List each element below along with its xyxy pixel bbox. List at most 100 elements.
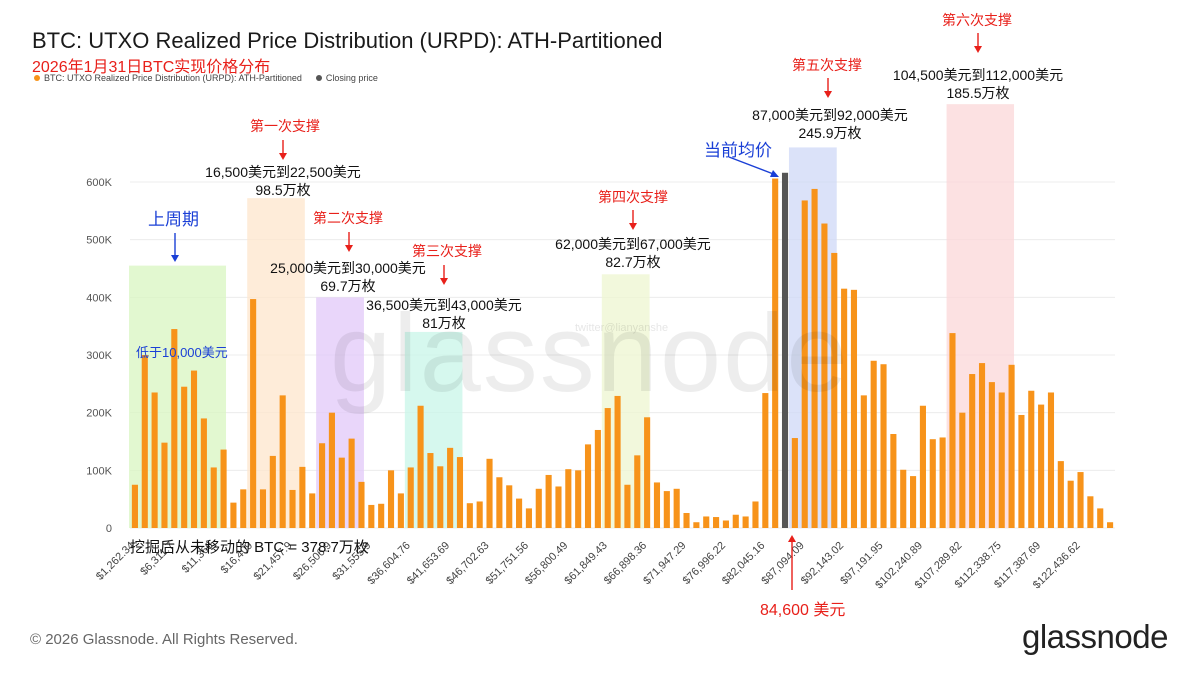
bar bbox=[1087, 496, 1094, 528]
bar bbox=[890, 434, 897, 528]
legend-item-urpd[interactable]: BTC: UTXO Realized Price Distribution (U… bbox=[34, 73, 302, 83]
arrowhead-previous-cycle bbox=[171, 255, 179, 262]
bar bbox=[841, 288, 848, 528]
glassnode-logo: glassnode bbox=[1022, 618, 1168, 655]
arrowhead-support2 bbox=[345, 245, 353, 252]
bar bbox=[151, 392, 158, 528]
support3-range: 36,500美元到43,000美元 bbox=[366, 297, 522, 313]
bar bbox=[988, 382, 995, 528]
bar bbox=[289, 489, 296, 528]
bar bbox=[240, 489, 247, 528]
y-tick-label: 600K bbox=[86, 177, 112, 189]
support1-title: 第一次支撑 bbox=[250, 118, 320, 134]
y-tick-label: 500K bbox=[86, 235, 112, 247]
bar bbox=[161, 442, 168, 528]
bar bbox=[555, 486, 562, 528]
y-axis: 0 100K 200K 300K 400K 500K 600K bbox=[86, 177, 112, 535]
arrowhead-closing-price bbox=[788, 535, 796, 542]
bar bbox=[722, 520, 729, 528]
legend-label-closing-price: Closing price bbox=[325, 73, 378, 83]
support2-title: 第二次支撑 bbox=[313, 210, 383, 226]
support2-range: 25,000美元到30,000美元 bbox=[270, 260, 426, 276]
bar bbox=[1018, 414, 1025, 528]
bar bbox=[141, 355, 148, 528]
bar bbox=[466, 503, 473, 528]
chart-title: BTC: UTXO Realized Price Distribution (U… bbox=[32, 28, 663, 53]
bar bbox=[535, 488, 542, 528]
bar bbox=[1047, 392, 1055, 528]
bar bbox=[742, 516, 749, 528]
bar bbox=[604, 408, 611, 528]
support5-title: 第五次支撑 bbox=[792, 57, 862, 73]
previous-cycle-label: 上周期 bbox=[148, 210, 199, 229]
support6-amount: 185.5万枚 bbox=[946, 85, 1010, 101]
bar bbox=[387, 470, 395, 528]
bar bbox=[525, 508, 532, 528]
bar bbox=[673, 488, 680, 528]
bar bbox=[624, 484, 631, 528]
bar bbox=[1067, 480, 1074, 528]
copyright: © 2026 Glassnode. All Rights Reserved. bbox=[30, 631, 298, 648]
arrowhead-support6 bbox=[974, 46, 982, 53]
bar bbox=[614, 395, 621, 528]
bar bbox=[929, 439, 936, 528]
bar bbox=[880, 364, 887, 528]
bar bbox=[713, 517, 720, 528]
bar bbox=[870, 360, 877, 528]
bar bbox=[900, 469, 907, 528]
arrow-current-avg bbox=[728, 156, 777, 176]
bar bbox=[919, 405, 926, 528]
bar bbox=[456, 457, 464, 528]
watermark-handle: twitter@lianyanshe bbox=[575, 322, 669, 334]
bar bbox=[978, 363, 986, 528]
bar bbox=[181, 386, 188, 528]
bar bbox=[437, 466, 444, 528]
bar bbox=[850, 289, 858, 528]
legend-item-closing-price[interactable]: Closing price bbox=[315, 73, 378, 83]
bar bbox=[397, 493, 404, 528]
bar bbox=[644, 417, 651, 528]
support1-range: 16,500美元到22,500美元 bbox=[205, 164, 361, 180]
bar bbox=[309, 493, 316, 528]
y-tick-label: 300K bbox=[86, 350, 112, 362]
bar bbox=[230, 502, 237, 528]
support4-title: 第四次支撑 bbox=[598, 189, 668, 205]
bar bbox=[496, 477, 503, 528]
support3-amount: 81万枚 bbox=[422, 315, 466, 331]
bars bbox=[131, 172, 1114, 529]
bar bbox=[171, 329, 178, 528]
bar bbox=[683, 513, 690, 528]
support3-title: 第三次支撑 bbox=[412, 243, 482, 259]
y-tick-label: 100K bbox=[86, 465, 112, 477]
bar bbox=[752, 501, 759, 528]
bar bbox=[565, 469, 572, 528]
arrowhead-support4 bbox=[629, 223, 637, 230]
bar bbox=[772, 178, 779, 529]
bar bbox=[910, 476, 917, 528]
bar bbox=[506, 485, 513, 528]
closing-price-bar bbox=[781, 172, 789, 529]
bar bbox=[338, 457, 345, 528]
bar bbox=[584, 444, 592, 528]
bar bbox=[486, 458, 493, 528]
bar bbox=[969, 374, 976, 528]
bar bbox=[328, 412, 335, 528]
bar bbox=[190, 370, 198, 528]
arrowhead-current-avg bbox=[770, 170, 779, 177]
bar bbox=[860, 395, 867, 528]
closing-price-label: 84,600 美元 bbox=[760, 602, 846, 619]
annotation-arrows bbox=[171, 33, 982, 590]
bar bbox=[653, 482, 661, 528]
bar bbox=[427, 453, 434, 528]
bar bbox=[693, 522, 700, 528]
y-tick-label: 400K bbox=[86, 292, 112, 304]
bar bbox=[1097, 508, 1104, 528]
bar bbox=[269, 455, 276, 528]
arrowhead-support5 bbox=[824, 91, 832, 98]
bar bbox=[575, 470, 582, 528]
legend: BTC: UTXO Realized Price Distribution (U… bbox=[34, 73, 378, 83]
bar bbox=[791, 438, 798, 528]
support2-amount: 69.7万枚 bbox=[320, 278, 376, 294]
bar bbox=[378, 503, 385, 528]
bar bbox=[358, 481, 365, 528]
